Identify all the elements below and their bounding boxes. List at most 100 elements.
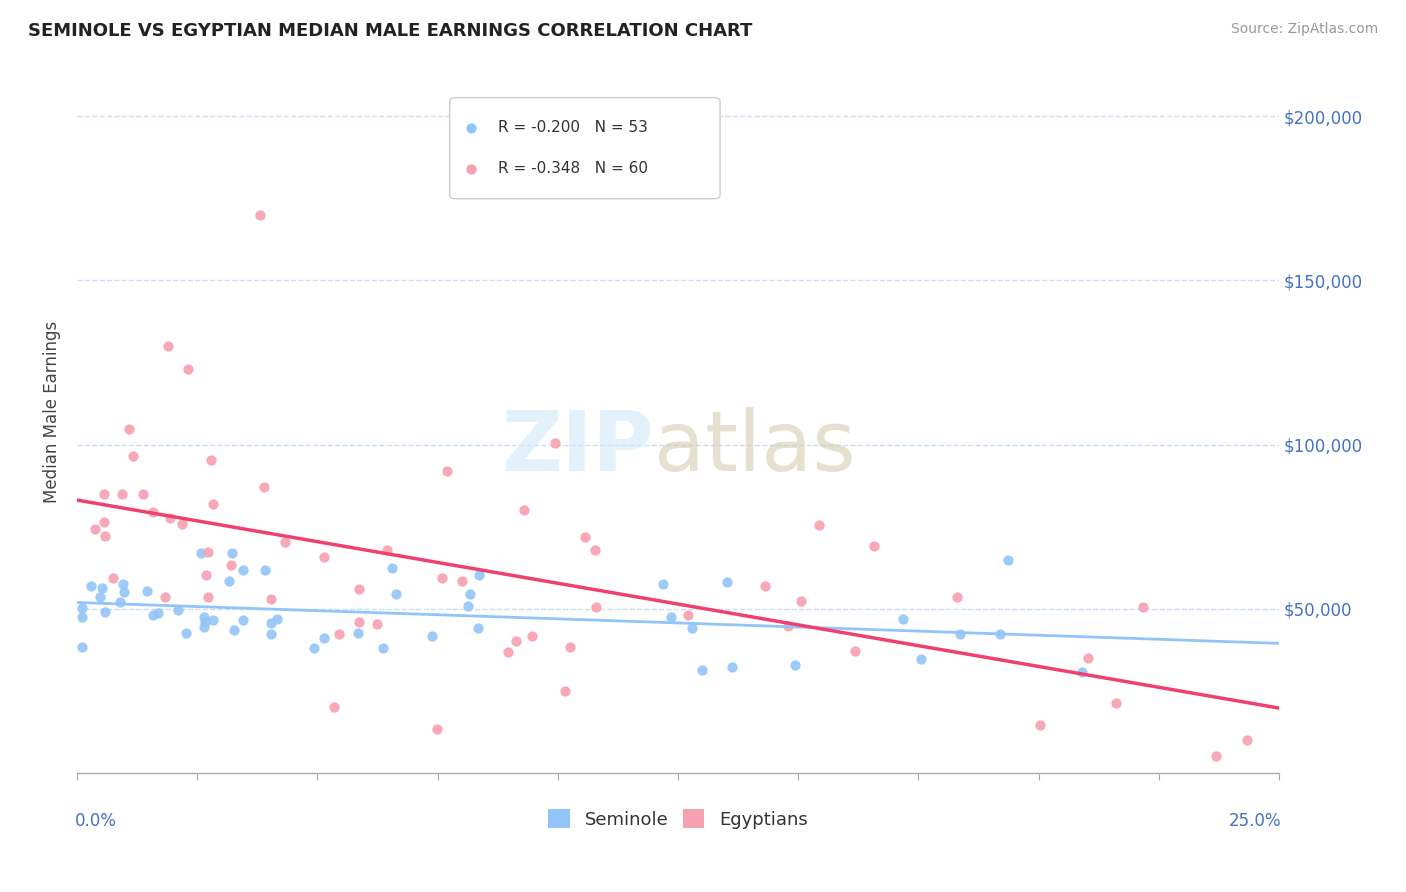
Point xyxy=(349,582,371,597)
Point xyxy=(1070,665,1092,679)
Point xyxy=(70,601,93,615)
FancyBboxPatch shape xyxy=(450,97,720,199)
Point xyxy=(560,640,582,654)
Point xyxy=(426,722,449,736)
Point xyxy=(347,626,370,640)
Point xyxy=(721,660,744,674)
Point xyxy=(218,574,240,588)
Point xyxy=(259,591,281,606)
Point xyxy=(70,640,93,655)
Point xyxy=(949,626,972,640)
Point xyxy=(148,607,170,621)
Point xyxy=(347,615,370,630)
Point xyxy=(583,542,606,557)
Point xyxy=(194,615,217,629)
Text: atlas: atlas xyxy=(654,408,856,488)
Point xyxy=(142,505,165,519)
Point xyxy=(385,587,408,601)
Point xyxy=(997,552,1019,566)
Point xyxy=(132,487,155,501)
Point xyxy=(676,607,699,622)
Point xyxy=(200,453,222,467)
Point xyxy=(176,362,198,376)
Point xyxy=(254,563,277,577)
Point xyxy=(910,652,932,666)
Point xyxy=(323,700,346,714)
Point xyxy=(690,663,713,677)
Point xyxy=(93,487,115,501)
Point xyxy=(1029,718,1052,732)
Point xyxy=(118,422,141,436)
Point xyxy=(468,567,491,582)
Point xyxy=(274,535,297,549)
Point xyxy=(89,590,111,604)
Point xyxy=(544,436,567,450)
Point xyxy=(807,517,830,532)
Point xyxy=(436,464,458,478)
Point xyxy=(224,624,246,638)
Text: Source: ZipAtlas.com: Source: ZipAtlas.com xyxy=(1230,22,1378,37)
Point xyxy=(157,339,180,353)
Point xyxy=(172,516,194,531)
Point xyxy=(121,450,143,464)
Point xyxy=(94,529,117,543)
Point xyxy=(450,574,472,588)
Legend: Seminole, Egyptians: Seminole, Egyptians xyxy=(541,802,815,836)
Point xyxy=(221,546,243,560)
Point xyxy=(232,563,254,577)
Point xyxy=(193,610,215,624)
Y-axis label: Median Male Earnings: Median Male Earnings xyxy=(44,320,60,503)
Point xyxy=(457,599,479,613)
Point xyxy=(114,584,136,599)
Point xyxy=(893,612,915,626)
Point xyxy=(314,550,336,565)
Point xyxy=(652,576,675,591)
Point xyxy=(314,631,336,645)
Text: 25.0%: 25.0% xyxy=(1229,813,1281,830)
Point xyxy=(681,621,703,635)
Point xyxy=(585,599,607,614)
Point xyxy=(197,545,219,559)
Point xyxy=(174,626,197,640)
Point xyxy=(432,571,454,585)
Point xyxy=(716,575,738,590)
Text: R = -0.200   N = 53: R = -0.200 N = 53 xyxy=(498,120,648,135)
Point xyxy=(375,542,398,557)
Point xyxy=(862,540,884,554)
Point xyxy=(93,605,115,619)
Point xyxy=(249,208,271,222)
Point xyxy=(135,584,157,599)
Point xyxy=(659,609,682,624)
Point xyxy=(513,503,536,517)
Point xyxy=(366,617,388,632)
Point xyxy=(159,510,181,524)
Point xyxy=(1236,733,1258,747)
Point xyxy=(467,621,489,635)
Point xyxy=(197,590,219,604)
Point xyxy=(90,581,112,595)
Point xyxy=(1205,749,1227,764)
Point xyxy=(70,610,93,624)
Point xyxy=(79,579,101,593)
Point xyxy=(420,630,443,644)
Point xyxy=(201,614,224,628)
Point xyxy=(381,561,404,575)
Point xyxy=(193,619,215,633)
Point xyxy=(946,591,969,605)
Point xyxy=(260,615,283,630)
Point xyxy=(496,645,519,659)
Text: R = -0.348   N = 60: R = -0.348 N = 60 xyxy=(498,161,648,177)
Point xyxy=(302,640,325,655)
Point xyxy=(108,594,131,608)
Point xyxy=(167,602,190,616)
Point xyxy=(83,522,105,536)
Point xyxy=(219,558,242,572)
Point xyxy=(844,643,866,657)
Point xyxy=(520,629,543,643)
Text: SEMINOLE VS EGYPTIAN MEDIAN MALE EARNINGS CORRELATION CHART: SEMINOLE VS EGYPTIAN MEDIAN MALE EARNING… xyxy=(28,22,752,40)
Point xyxy=(505,634,527,648)
Point xyxy=(155,590,177,604)
Point xyxy=(266,611,288,625)
Point xyxy=(754,579,776,593)
Text: ZIP: ZIP xyxy=(502,408,654,488)
